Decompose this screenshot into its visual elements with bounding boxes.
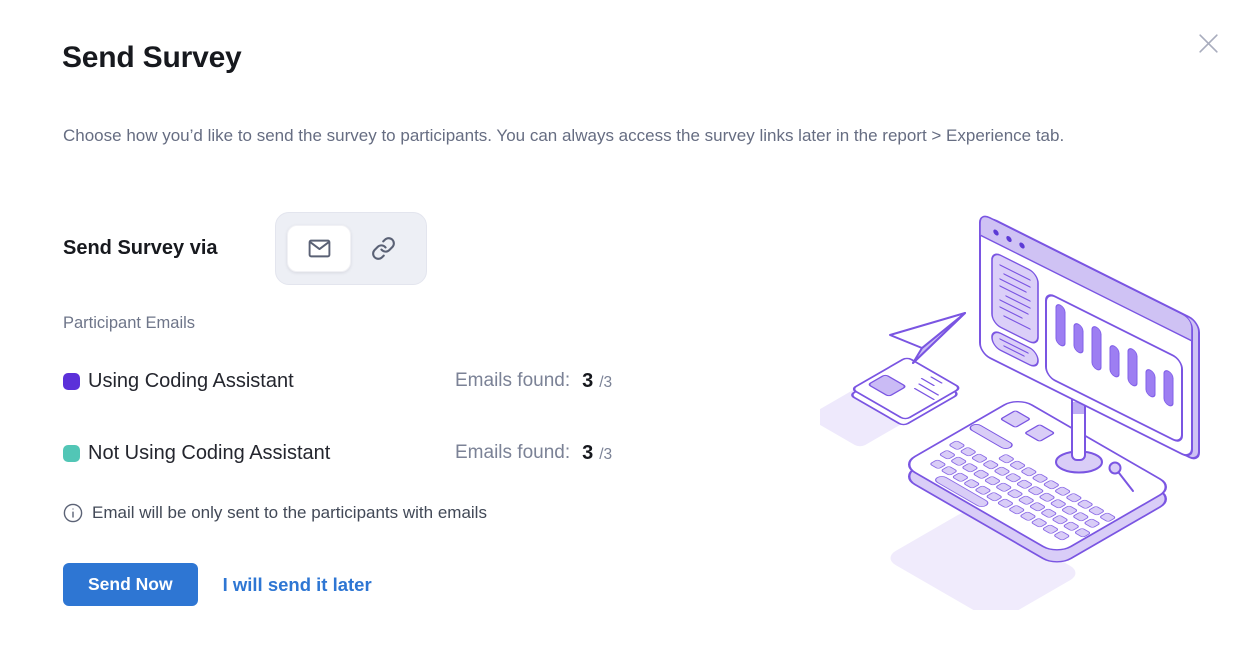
email-note-row: Email will be only sent to the participa… [63, 503, 487, 523]
actions-row: Send Now I will send it later [63, 563, 372, 606]
link-icon [371, 236, 395, 260]
close-button[interactable] [1192, 27, 1224, 59]
send-later-link[interactable]: I will send it later [222, 573, 372, 595]
emails-found-count: 3 [582, 441, 594, 464]
participant-emails-label: Participant Emails [63, 314, 196, 332]
emails-found-count: 3 [582, 369, 594, 392]
participant-row: Not Using Coding Assistant Emails found:… [63, 439, 612, 467]
send-via-label: Send Survey via [63, 236, 218, 259]
send-via-row: Send Survey via [63, 211, 427, 285]
emails-found-label: Emails found: [455, 442, 571, 463]
emails-found-total: /3 [599, 445, 613, 463]
send-via-email-option[interactable] [287, 224, 352, 272]
participant-row: Using Coding Assistant Emails found: 3 /… [63, 367, 612, 395]
send-now-button[interactable]: Send Now [63, 563, 198, 606]
emails-found-label: Emails found: [455, 370, 571, 391]
send-method-toggle [275, 211, 427, 285]
modal-description: Choose how you’d like to send the survey… [63, 126, 1065, 145]
isometric-computer-illustration [820, 215, 1200, 610]
group-label: Using Coding Assistant [88, 369, 294, 392]
emails-found-total: /3 [599, 373, 613, 391]
info-icon [63, 503, 83, 523]
close-icon [1198, 33, 1218, 53]
send-via-link-option[interactable] [351, 225, 415, 272]
envelope-icon [308, 239, 330, 257]
group-color-swatch [63, 372, 80, 390]
group-color-swatch [63, 444, 80, 462]
group-label: Not Using Coding Assistant [88, 441, 331, 464]
page-title: Send Survey [62, 41, 242, 74]
email-note-text: Email will be only sent to the participa… [92, 503, 487, 522]
